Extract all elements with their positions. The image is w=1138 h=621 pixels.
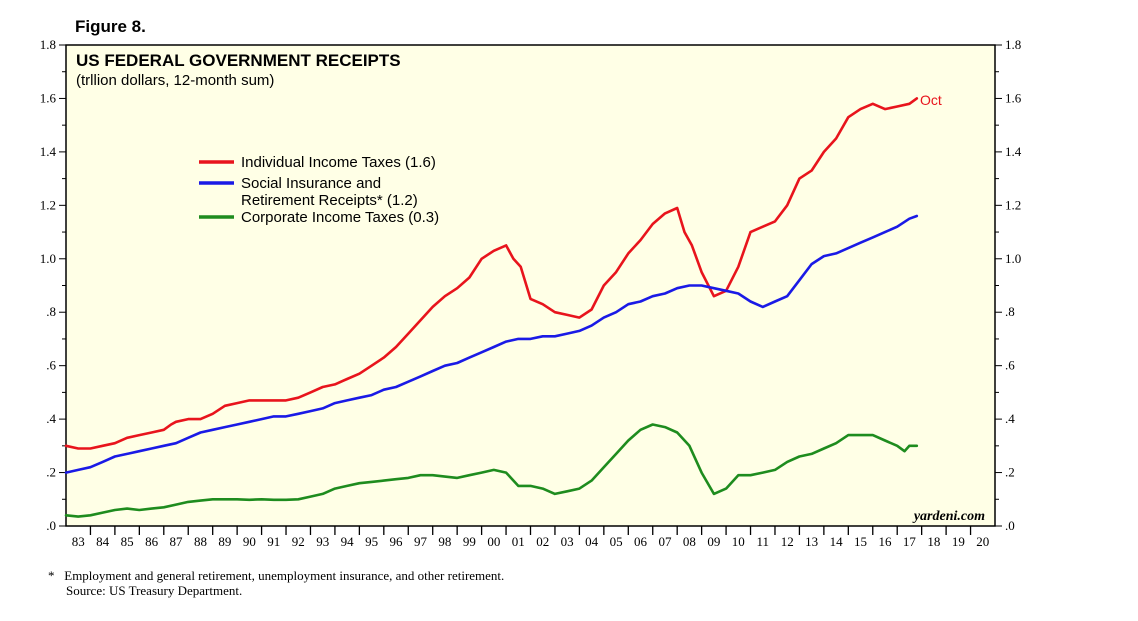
x-tick-label: 94: [341, 534, 355, 549]
x-tick-label: 87: [170, 534, 184, 549]
x-tick-label: 92: [292, 534, 305, 549]
x-tick-label: 09: [707, 534, 720, 549]
plot-area: [65, 44, 996, 527]
x-tick-label: 95: [365, 534, 378, 549]
x-tick-label: 16: [878, 534, 892, 549]
x-tick-label: 91: [267, 534, 280, 549]
series-line-social: [64, 214, 919, 474]
x-tick-label: 20: [976, 534, 989, 549]
series-line-individual: [64, 97, 919, 450]
legend-label-social-line: Retirement Receipts* (1.2): [241, 192, 418, 209]
y-tick-label-left: .0: [46, 518, 56, 533]
x-tick-label: 02: [536, 534, 549, 549]
y-tick-label-left: .2: [46, 465, 56, 480]
x-tick-label: 84: [96, 534, 110, 549]
x-tick-label: 96: [390, 534, 404, 549]
x-tick-label: 04: [585, 534, 599, 549]
x-tick-label: 19: [952, 534, 965, 549]
x-tick-label: 11: [756, 534, 769, 549]
x-tick-label: 97: [414, 534, 428, 549]
legend-label-social-line: Social Insurance and: [241, 175, 381, 192]
chart-subtitle: (trllion dollars, 12-month sum): [76, 72, 274, 89]
legend-label-corporate: Corporate Income Taxes (0.3): [241, 209, 439, 226]
y-tick-label-left: 1.8: [40, 37, 56, 52]
chart-title: US FEDERAL GOVERNMENT RECEIPTS: [76, 51, 401, 70]
x-tick-label: 12: [781, 534, 794, 549]
x-tick-label: 01: [512, 534, 525, 549]
x-tick-label: 93: [316, 534, 329, 549]
y-tick-label-right: .6: [1005, 358, 1015, 373]
y-tick-label-right: .8: [1005, 304, 1015, 319]
source-note: Source: US Treasury Department.: [66, 583, 242, 598]
source-brand: yardeni.com: [912, 509, 985, 524]
x-axis: 83 84 85 86 87 88 89 90 91 92 93 94 95 96 97 98 99 00 01 02…: [72, 526, 989, 549]
x-tick-label: 90: [243, 534, 256, 549]
y-tick-label-right: .2: [1005, 465, 1015, 480]
series-group: [64, 97, 919, 518]
x-tick-label: 83: [72, 534, 85, 549]
x-tick-label: 86: [145, 534, 159, 549]
legend-label-individual: Individual Income Taxes (1.6): [241, 154, 436, 171]
x-tick-label: 99: [463, 534, 476, 549]
y-tick-label-right: 1.6: [1005, 90, 1022, 105]
footnote: * Employment and general retirement, une…: [48, 568, 504, 583]
y-tick-label-left: 1.2: [40, 197, 56, 212]
y-tick-label-left: 1.0: [40, 251, 56, 266]
y-tick-label-right: 1.0: [1005, 251, 1021, 266]
x-tick-label: 85: [121, 534, 134, 549]
x-tick-label: 00: [487, 534, 500, 549]
y-tick-label-right: 1.2: [1005, 197, 1021, 212]
figure-label: Figure 8.: [75, 17, 146, 36]
y-tick-label-right: 1.8: [1005, 37, 1021, 52]
x-tick-label: 18: [927, 534, 940, 549]
x-tick-label: 08: [683, 534, 696, 549]
legend-label-social: Social Insurance and Retirement Receipts*…: [241, 175, 418, 209]
x-tick-label: 17: [903, 534, 917, 549]
y-axis-left: .0 .2 .4 .6 .8 1.0 1.2 1.4 1.6 1.8: [40, 37, 66, 533]
x-tick-label: 88: [194, 534, 207, 549]
x-tick-label: 15: [854, 534, 867, 549]
y-tick-label-left: 1.6: [40, 90, 57, 105]
y-tick-label-left: 1.4: [40, 144, 57, 159]
x-tick-label: 03: [561, 534, 574, 549]
x-tick-label: 13: [805, 534, 818, 549]
y-axis-right: .0 .2 .4 .6 .8 1.0 1.2 1.4 1.6 1.8: [995, 37, 1022, 533]
y-tick-label-right: 1.4: [1005, 144, 1022, 159]
y-tick-label-left: .6: [46, 358, 56, 373]
x-tick-label: 10: [732, 534, 745, 549]
y-tick-label-right: .4: [1005, 411, 1015, 426]
x-tick-label: 14: [830, 534, 844, 549]
x-tick-label: 06: [634, 534, 648, 549]
x-tick-label: 98: [438, 534, 451, 549]
oct-annotation: Oct: [920, 92, 942, 108]
y-tick-label-left: .4: [46, 411, 56, 426]
series-line-corporate: [64, 423, 919, 518]
y-tick-label-right: .0: [1005, 518, 1015, 533]
x-tick-label: 89: [218, 534, 231, 549]
y-tick-label-left: .8: [46, 304, 56, 319]
x-tick-label: 05: [610, 534, 623, 549]
x-tick-label: 07: [658, 534, 672, 549]
legend: Individual Income Taxes (1.6) Social Ins…: [199, 154, 439, 226]
